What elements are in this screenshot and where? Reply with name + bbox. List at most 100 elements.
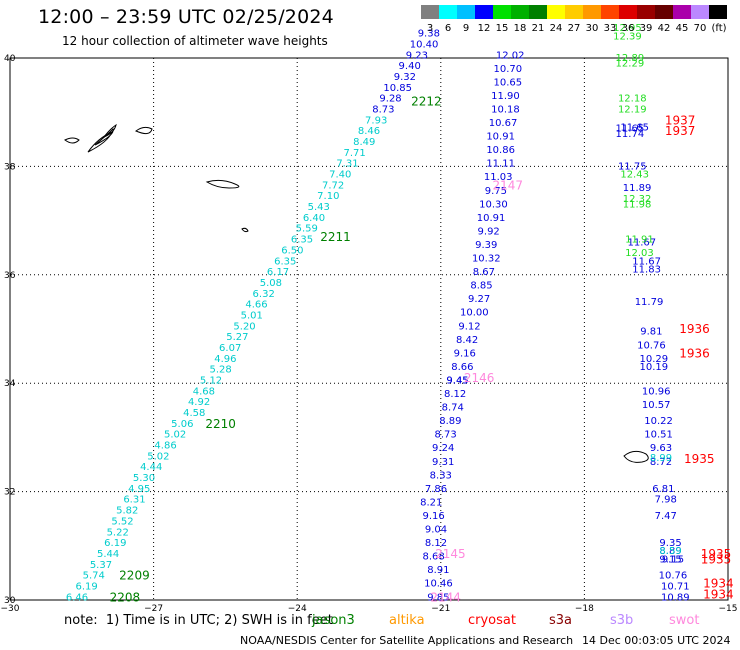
satellite-jason3: jason3 xyxy=(312,613,355,628)
wave-height-value: 9.32 xyxy=(394,72,416,83)
x-tick-label: −15 xyxy=(719,604,738,614)
chart-subtitle: 12 hour collection of altimeter wave hei… xyxy=(62,34,328,48)
wave-height-value: 5.08 xyxy=(260,278,282,289)
wave-height-value: 9.85 xyxy=(427,592,449,603)
colorbar-label: 15 xyxy=(496,23,509,34)
colorbar-label: 42 xyxy=(658,23,671,34)
y-tick-label: 34 xyxy=(4,379,16,389)
wave-height-value: 7.72 xyxy=(322,180,344,191)
wave-height-value: 9.24 xyxy=(432,443,454,454)
wave-height-value: 9.75 xyxy=(485,186,507,197)
pass-number-label: 1937 xyxy=(665,124,696,138)
island-outline xyxy=(241,227,249,233)
wave-height-value: 10.96 xyxy=(642,386,671,397)
satellite-cryosat: cryosat xyxy=(468,613,516,628)
wave-height-value: 5.82 xyxy=(116,506,138,517)
wave-height-value: 10.29 xyxy=(639,354,668,365)
wave-height-value: 9.92 xyxy=(478,226,500,237)
colorbar-swatch xyxy=(637,5,655,19)
wave-height-value: 6.32 xyxy=(253,289,275,300)
wave-height-value: 6.81 xyxy=(652,484,674,495)
wave-height-value: 5.37 xyxy=(90,560,112,571)
colorbar-label: 45 xyxy=(676,23,689,34)
wave-height-value: 8.21 xyxy=(420,497,442,508)
wave-height-value: 6.19 xyxy=(104,538,126,549)
wave-height-value: 6.07 xyxy=(219,343,241,354)
colorbar-label: 30 xyxy=(586,23,599,34)
wave-height-value: 8.49 xyxy=(353,137,375,148)
wave-height-value: 8.91 xyxy=(427,565,449,576)
colorbar-label: 12 xyxy=(478,23,491,34)
wave-height-value: 11.83 xyxy=(632,264,661,275)
wave-height-value: 9.15 xyxy=(662,554,684,565)
wave-height-value: 6.40 xyxy=(303,213,325,224)
wave-height-value: 9.81 xyxy=(640,327,662,338)
colorbar-label: 18 xyxy=(514,23,527,34)
pass-number-label: 1934 xyxy=(703,577,734,591)
wave-height-value: 10.19 xyxy=(639,362,668,373)
pass-number-label: 1934 xyxy=(703,588,734,602)
wave-height-colorbar: 3 6 9 12 15 18 21 24 27 30 33 36 39 42 45 70 (ft) xyxy=(421,5,727,34)
wave-height-value: 8.72 xyxy=(650,457,672,468)
wave-height-value: 10.67 xyxy=(489,118,518,129)
footer-timestamp: 14 Dec 00:03:05 UTC 2024 xyxy=(582,634,731,647)
wave-height-value: 10.32 xyxy=(472,254,501,265)
wave-height-value: 5.06 xyxy=(171,419,193,430)
satellite-swot: swot xyxy=(669,613,700,628)
wave-height-value: 11.11 xyxy=(486,159,515,170)
colorbar-label: 6 xyxy=(445,23,451,34)
wave-height-value: 4.95 xyxy=(128,484,150,495)
wave-height-value: 9.38 xyxy=(418,29,440,40)
wave-height-value: 10.76 xyxy=(637,340,666,351)
colorbar-swatch xyxy=(709,5,727,19)
wave-height-value: 10.70 xyxy=(493,64,522,75)
pass-number-label: 2147 xyxy=(493,178,524,192)
wave-height-value: 11.89 xyxy=(623,183,652,194)
wave-height-value: 9.35 xyxy=(659,538,681,549)
wave-height-value: 9.16 xyxy=(454,348,476,359)
colorbar-swatch xyxy=(601,5,619,19)
footer-note: note: 1) Time is in UTC; 2) SWH is in fe… xyxy=(64,613,333,628)
pass-number-label: 1936 xyxy=(679,322,710,336)
wave-height-value: 9.28 xyxy=(379,94,401,105)
wave-height-value: 7.98 xyxy=(655,495,677,506)
satellite-s3b: s3b xyxy=(610,613,634,628)
island-outline xyxy=(205,179,240,189)
wave-height-value: 11.65 xyxy=(616,123,645,134)
plot-frame xyxy=(9,57,729,601)
wave-height-value: 11.74 xyxy=(616,129,645,140)
wave-height-value: 5.52 xyxy=(111,516,133,527)
colorbar-swatch xyxy=(691,5,709,19)
pass-number-label: 1935 xyxy=(684,452,715,466)
wave-height-value: 11.67 xyxy=(628,237,657,248)
y-tick-label: 40 xyxy=(4,54,16,64)
colorbar-label: (ft) xyxy=(711,23,726,34)
colorbar-label: 3 xyxy=(427,23,433,34)
wave-height-value: 7.31 xyxy=(336,159,358,170)
wave-height-value: 5.20 xyxy=(233,321,255,332)
wave-height-value: 11.91 xyxy=(625,235,654,246)
wave-height-value: 8.99 xyxy=(650,453,672,464)
wave-height-value: 10.00 xyxy=(460,308,489,319)
y-tick-label: 30 xyxy=(4,596,16,606)
wave-height-value: 11.03 xyxy=(484,172,513,183)
colorbar-swatch xyxy=(511,5,529,19)
wave-height-value: 10.76 xyxy=(659,571,688,582)
y-tick-label: 38 xyxy=(4,162,16,172)
wave-height-value: 4.86 xyxy=(154,441,176,452)
pass-number-label: 2208 xyxy=(110,590,141,604)
colorbar-swatch xyxy=(673,5,691,19)
wave-height-value: 10.89 xyxy=(661,592,690,603)
wave-height-value: 7.47 xyxy=(655,511,677,522)
wave-height-value: 10.91 xyxy=(486,132,515,143)
colorbar-label: 21 xyxy=(532,23,545,34)
wave-height-value: 10.22 xyxy=(644,416,673,427)
island-outline xyxy=(623,450,649,463)
page-title: 12:00 – 23:59 UTC 02/25/2024 xyxy=(38,6,334,28)
wave-height-value: 4.68 xyxy=(193,386,215,397)
wave-height-value: 8.42 xyxy=(456,335,478,346)
wave-height-value: 11.67 xyxy=(632,256,661,267)
colorbar-label: 70 xyxy=(694,23,707,34)
wave-height-value: 6.35 xyxy=(274,256,296,267)
wave-height-value: 6.19 xyxy=(75,581,97,592)
